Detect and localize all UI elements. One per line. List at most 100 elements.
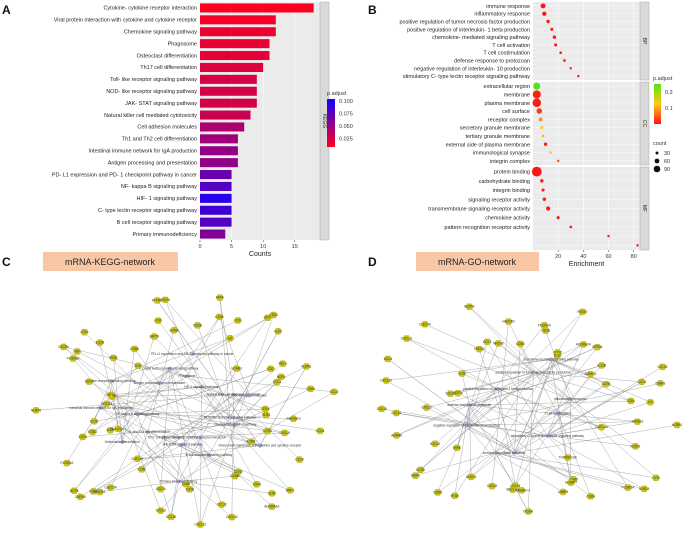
category-label: NF- kappa B signaling pathway xyxy=(121,184,197,190)
network-edge xyxy=(163,437,190,490)
gene-label: SELL xyxy=(279,362,287,366)
hub-node xyxy=(107,378,115,384)
gene-node xyxy=(504,318,513,325)
gene-node xyxy=(106,391,115,399)
network-edge xyxy=(466,425,522,491)
hub-node xyxy=(511,450,518,456)
network-edge xyxy=(110,381,161,511)
gene-node xyxy=(306,385,315,393)
hub-label: C-type lectin receptor signaling pathway xyxy=(142,367,199,371)
hub-node xyxy=(196,435,203,440)
network-d-title: mRNA-GO-network xyxy=(438,257,517,267)
gene-label: NCF4 xyxy=(70,489,79,493)
network-edge xyxy=(63,346,188,377)
category-label: Chemokine signaling pathway xyxy=(124,30,197,36)
x-axis-title: Counts xyxy=(249,251,272,258)
category-label: Toll- like receptor signaling pathway xyxy=(110,77,197,83)
hub-label: NF-kappa B signaling pathway xyxy=(116,412,160,416)
hub-label: PD-L1 expression and PD-1 checkpoint pat… xyxy=(151,352,234,356)
category-label: Primary immunodeficiency xyxy=(133,232,198,238)
gene-node xyxy=(450,492,459,499)
hub-node xyxy=(463,423,470,428)
dot xyxy=(540,3,546,9)
gene-node xyxy=(433,489,442,496)
gene-node xyxy=(487,482,497,490)
category-label: T cell costimulation xyxy=(483,51,530,57)
category-label: Cell adhesion molecules xyxy=(137,125,197,131)
gene-node xyxy=(516,340,525,348)
gene-label: PRF1 xyxy=(286,488,294,492)
gene-label: LTB xyxy=(235,318,241,322)
bar xyxy=(200,27,276,37)
gene-node xyxy=(517,487,526,494)
category-label: signaling receptor activity xyxy=(468,197,530,203)
network-edge xyxy=(110,320,238,382)
gene-label: CD3E xyxy=(193,323,202,327)
network-edge xyxy=(469,306,534,373)
gene-node xyxy=(416,466,425,473)
gene-label: CIITA xyxy=(79,435,88,439)
gene-label: GZMB xyxy=(230,474,239,478)
network-edge xyxy=(137,408,266,415)
x-tick-label: 60 xyxy=(605,254,611,260)
gene-label: HIF1A xyxy=(106,393,116,397)
network-edge xyxy=(72,358,179,482)
network-edge xyxy=(466,325,545,426)
panel-letter-a: A xyxy=(2,3,11,17)
category-label: C- type lectin receptor signaling pathwa… xyxy=(98,208,197,214)
network-edge xyxy=(134,348,160,384)
hub-label: Toll-like receptor signaling pathway xyxy=(86,379,136,383)
gene-node xyxy=(227,513,237,521)
hub-node xyxy=(230,392,237,397)
network-edge xyxy=(557,413,591,497)
gene-node xyxy=(295,456,304,463)
hub-node xyxy=(466,402,473,408)
gene-label: CCL7 xyxy=(483,340,491,344)
panel-a: A Cytokine- cytokine receptor interactio… xyxy=(2,1,353,258)
network-edge xyxy=(495,383,607,453)
gene-label: CSF2 xyxy=(253,482,261,486)
network-edge xyxy=(169,368,222,505)
network-edge xyxy=(498,389,602,428)
gene-label: LCK xyxy=(155,319,162,323)
gene-label: CXCL2 xyxy=(430,442,441,446)
dot xyxy=(541,188,545,192)
gene-node xyxy=(553,352,562,359)
category-label: Antigen processing and presentation xyxy=(108,160,197,166)
network-edge xyxy=(82,424,236,438)
hub-node xyxy=(492,450,499,455)
network-edge xyxy=(547,435,636,447)
network-edge xyxy=(182,363,283,445)
network-edge xyxy=(547,435,568,458)
network-edge xyxy=(547,435,645,490)
network-edge xyxy=(466,344,584,426)
network-edge xyxy=(197,325,231,418)
gene-label: LY96 xyxy=(138,467,145,471)
gene-node xyxy=(69,487,79,494)
network-edge xyxy=(466,311,583,426)
gene-label: ADAMDEC1 xyxy=(513,488,531,492)
gene-node xyxy=(278,360,287,367)
dot xyxy=(536,108,543,114)
dot xyxy=(545,206,551,211)
dot xyxy=(556,216,560,220)
dot xyxy=(532,98,542,108)
gene-label: STAT1 xyxy=(161,298,171,302)
legend-size-dot xyxy=(655,151,659,155)
dot xyxy=(550,27,554,31)
network-edge xyxy=(92,368,171,433)
category-label: Viral protein interaction with cytokine … xyxy=(54,18,197,24)
gene-node xyxy=(156,485,165,493)
category-label: defense response to protozoan xyxy=(454,59,530,65)
network-edge xyxy=(110,368,171,431)
network-edge xyxy=(533,372,631,402)
category-label: Intestinal immune network for IgA produc… xyxy=(88,149,197,155)
network-edge xyxy=(570,365,602,400)
category-label: chemokine- mediated signaling pathway xyxy=(432,35,530,41)
gene-label: CCL22 xyxy=(658,365,668,369)
gene-label: CCR5 xyxy=(263,429,272,433)
gene-node xyxy=(68,355,78,362)
category-label: positive regulation of tumor necrosis fa… xyxy=(399,20,530,26)
network-edge xyxy=(550,359,631,402)
network-edge xyxy=(178,391,335,482)
